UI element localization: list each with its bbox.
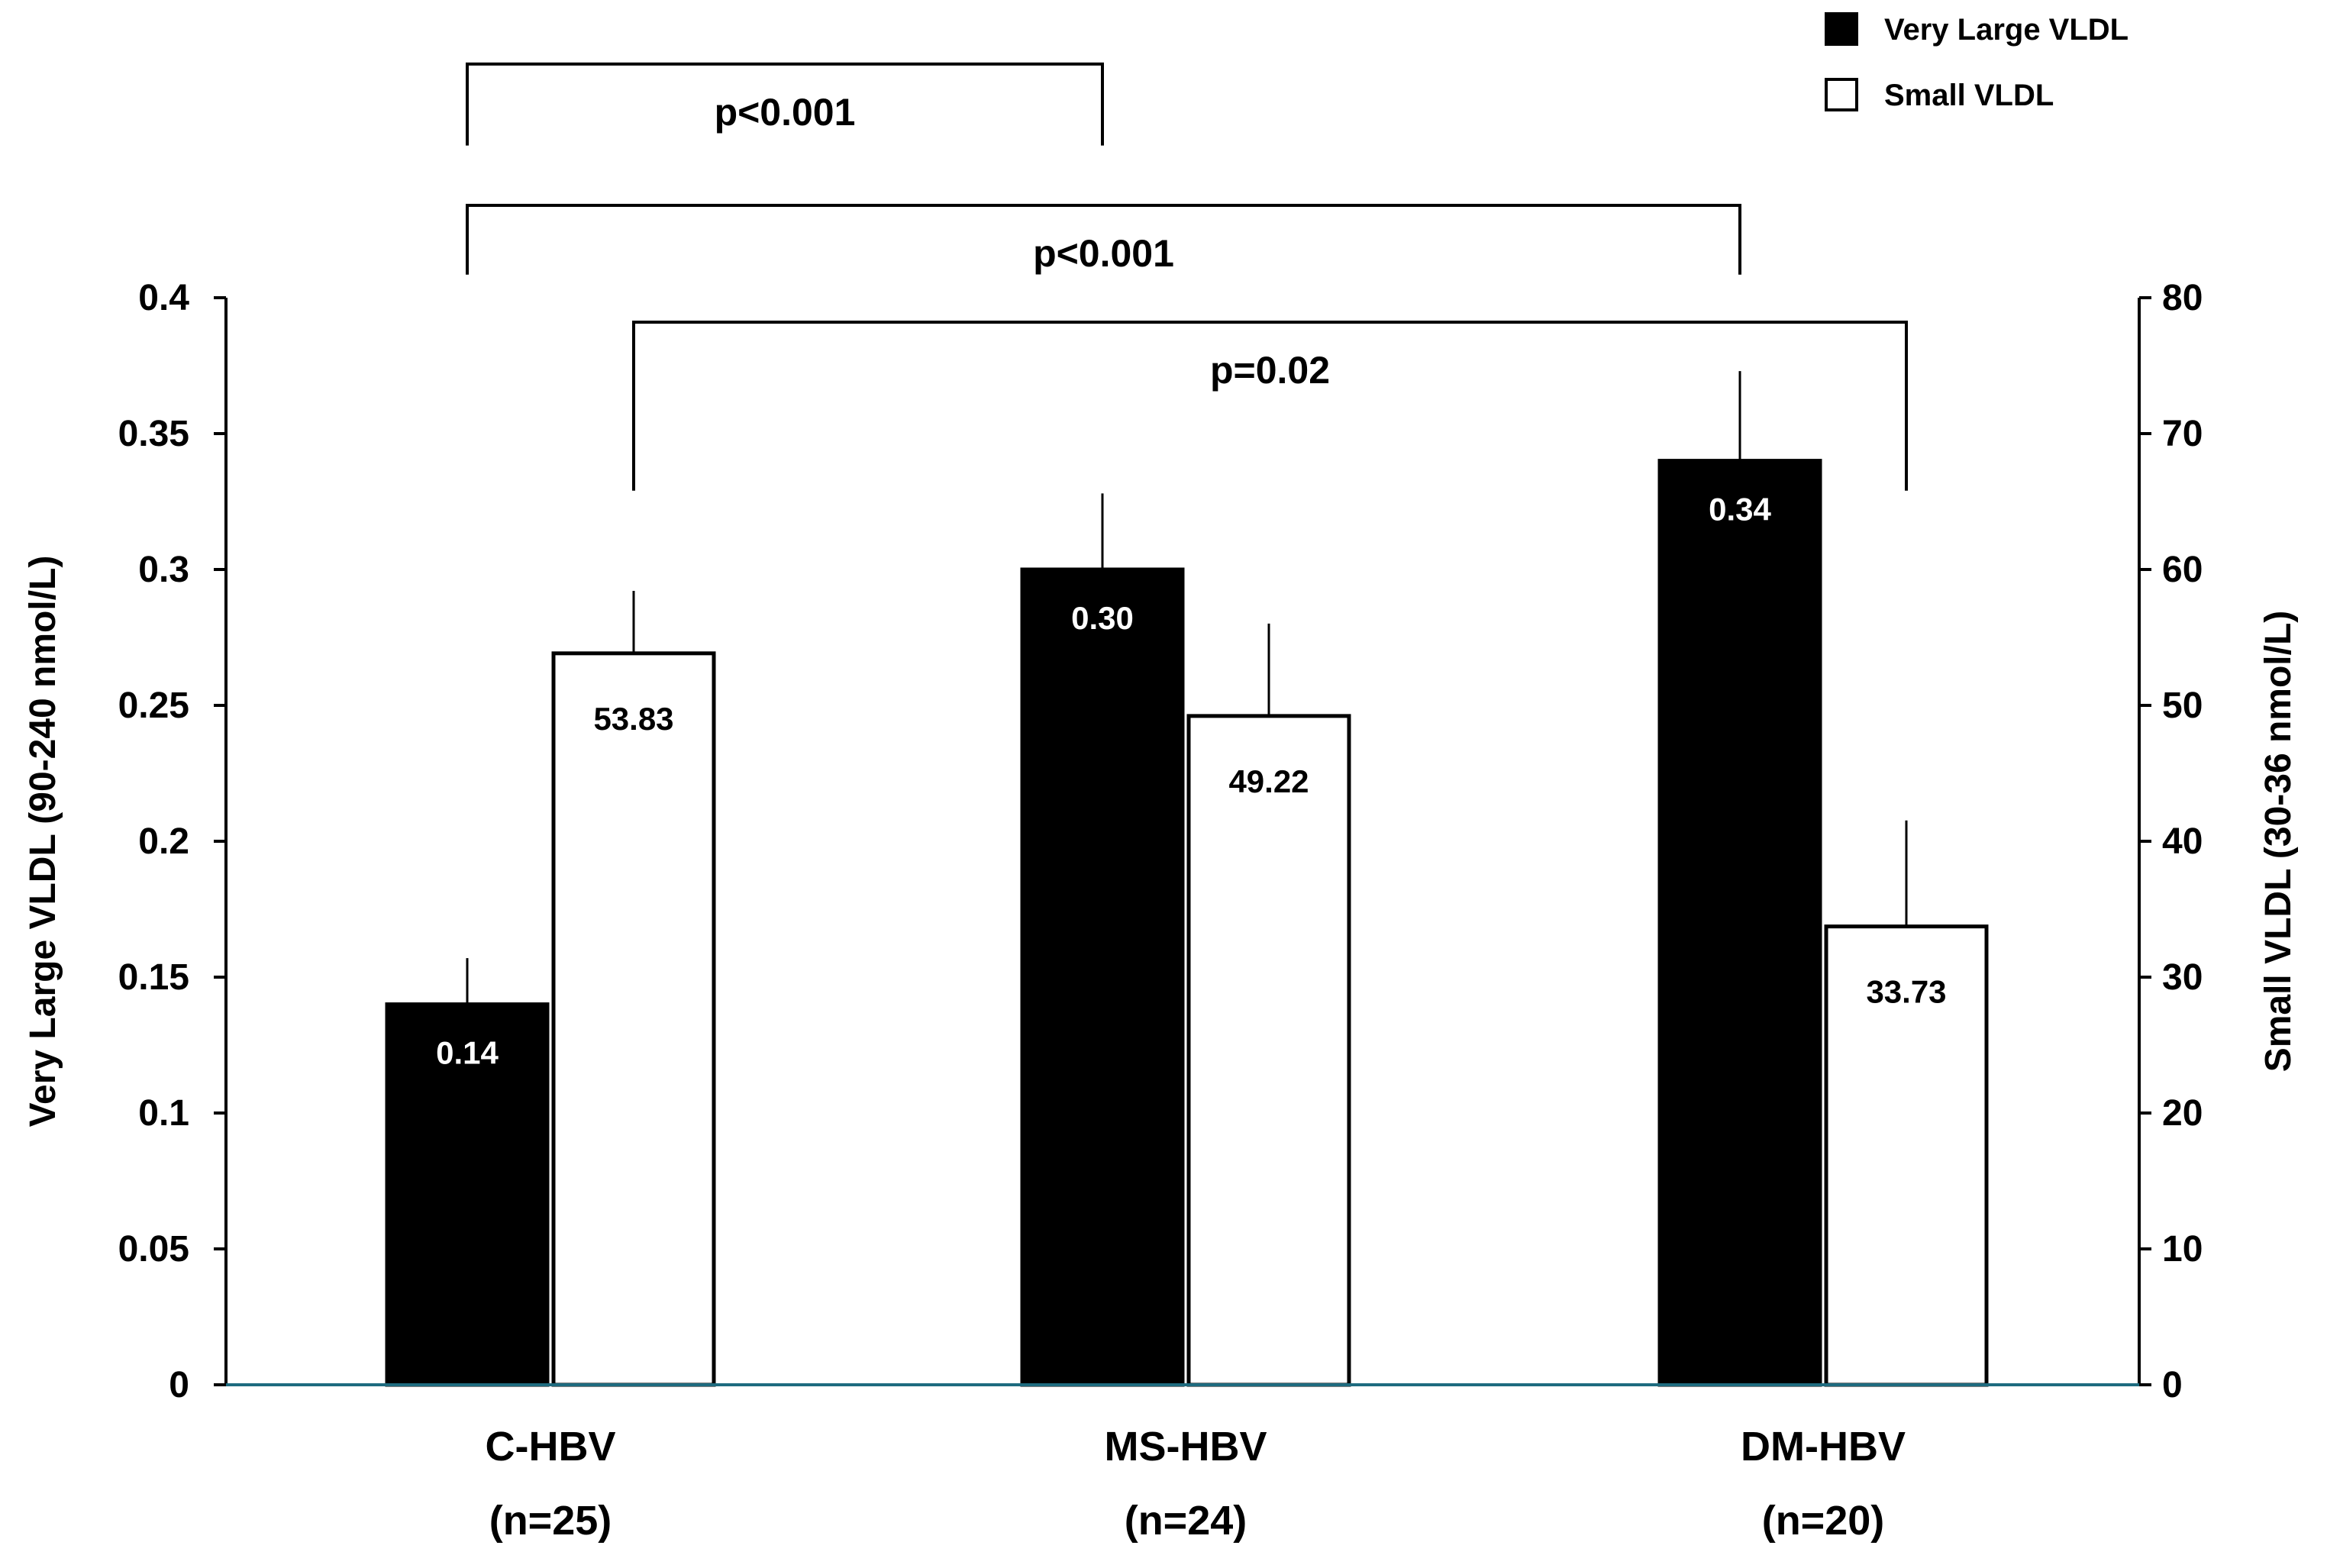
significance-bracket (632, 321, 1908, 491)
y-tick-label-right: 0 (2162, 1365, 2183, 1405)
y-tick-label-right: 10 (2162, 1229, 2203, 1270)
legend-label: Small VLDL (1884, 79, 2054, 112)
x-tick-label: DM-HBV (1741, 1424, 1906, 1470)
y-tick-label-left: 0.1 (138, 1093, 189, 1134)
y-tick-label-right: 70 (2162, 414, 2203, 454)
bar-very-large-vldl (1657, 459, 1822, 1387)
y-tick-label-left: 0.15 (118, 957, 189, 998)
bar-very-large-vldl (1020, 567, 1185, 1387)
legend-swatch (1825, 78, 1858, 111)
y-tick-label-left: 0.2 (138, 821, 189, 862)
y-tick-label-left: 0.3 (138, 550, 189, 590)
y-tick-label-right: 80 (2162, 278, 2203, 318)
bar-small-vldl (551, 651, 716, 1387)
x-tick-label: C-HBV (486, 1424, 616, 1470)
legend-label: Very Large VLDL (1884, 13, 2129, 47)
x-count-label: (n=25) (489, 1498, 612, 1544)
data-label: 49.22 (1228, 763, 1309, 799)
x-count-label: (n=20) (1762, 1498, 1885, 1544)
data-label: 33.73 (1866, 974, 1946, 1010)
bar-very-large-vldl (385, 1002, 550, 1387)
y-tick-label-right: 40 (2162, 821, 2203, 862)
data-label: 0.30 (1071, 600, 1134, 636)
data-label: 53.83 (593, 701, 673, 737)
y-axis-title-left: Very Large VLDL (90-240 nmol/L) (23, 556, 63, 1128)
y-tick-label-left: 0 (169, 1365, 189, 1405)
significance-bracket (466, 203, 1741, 275)
significance-label: p=0.02 (1210, 349, 1330, 392)
y-axis-title-right: Small VLDL (30-36 nmol/L) (2258, 611, 2299, 1073)
data-label: 0.34 (1709, 492, 1771, 528)
bar-small-vldl (1186, 714, 1351, 1387)
y-tick-label-left: 0.35 (118, 414, 189, 454)
y-tick-label-right: 60 (2162, 550, 2203, 590)
significance-bracket (466, 62, 1104, 146)
legend-swatch (1825, 12, 1858, 46)
bar-small-vldl (1824, 924, 1989, 1387)
y-tick-label-right: 30 (2162, 957, 2203, 998)
y-tick-label-left: 0.4 (138, 278, 189, 318)
significance-label: p<0.001 (1033, 232, 1174, 275)
data-label: 0.14 (436, 1035, 499, 1071)
y-tick-label-left: 0.25 (118, 686, 189, 726)
x-count-label: (n=24) (1125, 1498, 1247, 1544)
y-tick-label-left: 0.05 (118, 1229, 189, 1270)
x-tick-label: MS-HBV (1105, 1424, 1267, 1470)
y-tick-label-right: 20 (2162, 1093, 2203, 1134)
significance-label: p<0.001 (715, 91, 856, 134)
y-tick-label-right: 50 (2162, 686, 2203, 726)
